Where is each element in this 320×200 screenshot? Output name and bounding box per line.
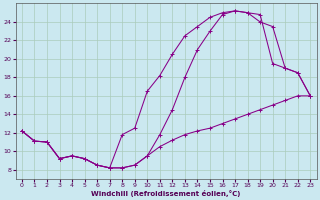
X-axis label: Windchill (Refroidissement éolien,°C): Windchill (Refroidissement éolien,°C) xyxy=(92,190,241,197)
